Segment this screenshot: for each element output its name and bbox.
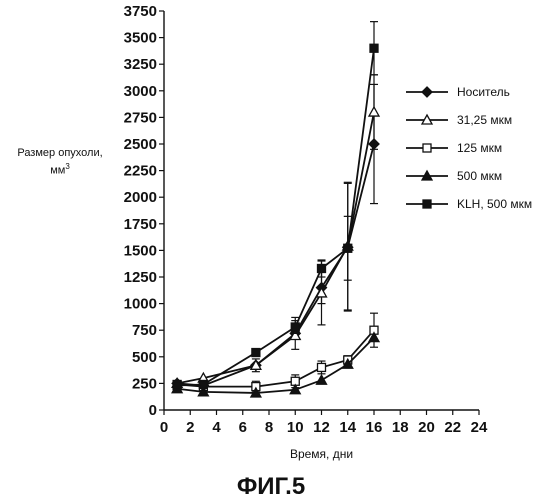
- legend-label: Носитель: [457, 85, 510, 99]
- y-tick-label: 0: [149, 402, 157, 419]
- x-tick-label: 12: [313, 419, 330, 436]
- x-tick-label: 6: [239, 419, 247, 436]
- y-tick-label: 2750: [124, 109, 157, 126]
- legend-label: KLH, 500 мкм: [457, 197, 532, 211]
- x-tick-label: 16: [366, 419, 383, 436]
- legend-marker: [423, 200, 431, 208]
- x-tick-label: 8: [265, 419, 273, 436]
- data-point: [318, 264, 326, 272]
- y-tick-label: 1000: [124, 296, 157, 313]
- y-tick-label: 1250: [124, 269, 157, 286]
- data-point: [252, 349, 260, 357]
- data-point: [173, 382, 181, 390]
- y-tick-label: 750: [132, 322, 157, 339]
- y-tick-label: 2500: [124, 136, 157, 153]
- legend-label: 31,25 мкм: [457, 113, 512, 127]
- x-tick-label: 0: [160, 419, 168, 436]
- x-tick-label: 22: [444, 419, 461, 436]
- x-tick-label: 2: [186, 419, 194, 436]
- x-tick-label: 24: [471, 419, 488, 436]
- x-tick-label: 18: [392, 419, 409, 436]
- x-tick-label: 14: [339, 419, 356, 436]
- figure-caption: ФИГ.5: [237, 473, 305, 500]
- data-point: [369, 107, 379, 116]
- legend: Носитель 31,25 мкм 125 мкм 500 мкм KLH, 500 …: [406, 85, 532, 211]
- data-point: [199, 380, 207, 388]
- legend-marker: [422, 87, 432, 97]
- y-tick-label: 1500: [124, 242, 157, 259]
- y-tick-label: 3250: [124, 56, 157, 73]
- x-tick-label: 4: [212, 419, 221, 436]
- y-tick-label: 3500: [124, 30, 157, 47]
- y-tick-label: 2250: [124, 163, 157, 180]
- data-point: [344, 244, 352, 252]
- y-tick-label: 2000: [124, 189, 157, 206]
- y-tick-label: 3750: [124, 3, 157, 20]
- y-tick-label: 3000: [124, 83, 157, 100]
- legend-label: 125 мкм: [457, 141, 502, 155]
- legend-marker: [423, 144, 431, 152]
- x-tick-label: 20: [418, 419, 435, 436]
- y-tick-label: 250: [132, 375, 157, 392]
- data-point: [317, 375, 327, 384]
- y-tick-label: 1750: [124, 216, 157, 233]
- data-point: [291, 323, 299, 331]
- y-tick-label: 500: [132, 349, 157, 366]
- x-axis-label: Время, дни: [290, 447, 353, 461]
- x-tick-label: 10: [287, 419, 304, 436]
- legend-label: 500 мкм: [457, 169, 502, 183]
- data-point: [318, 363, 326, 371]
- data-point: [370, 44, 378, 52]
